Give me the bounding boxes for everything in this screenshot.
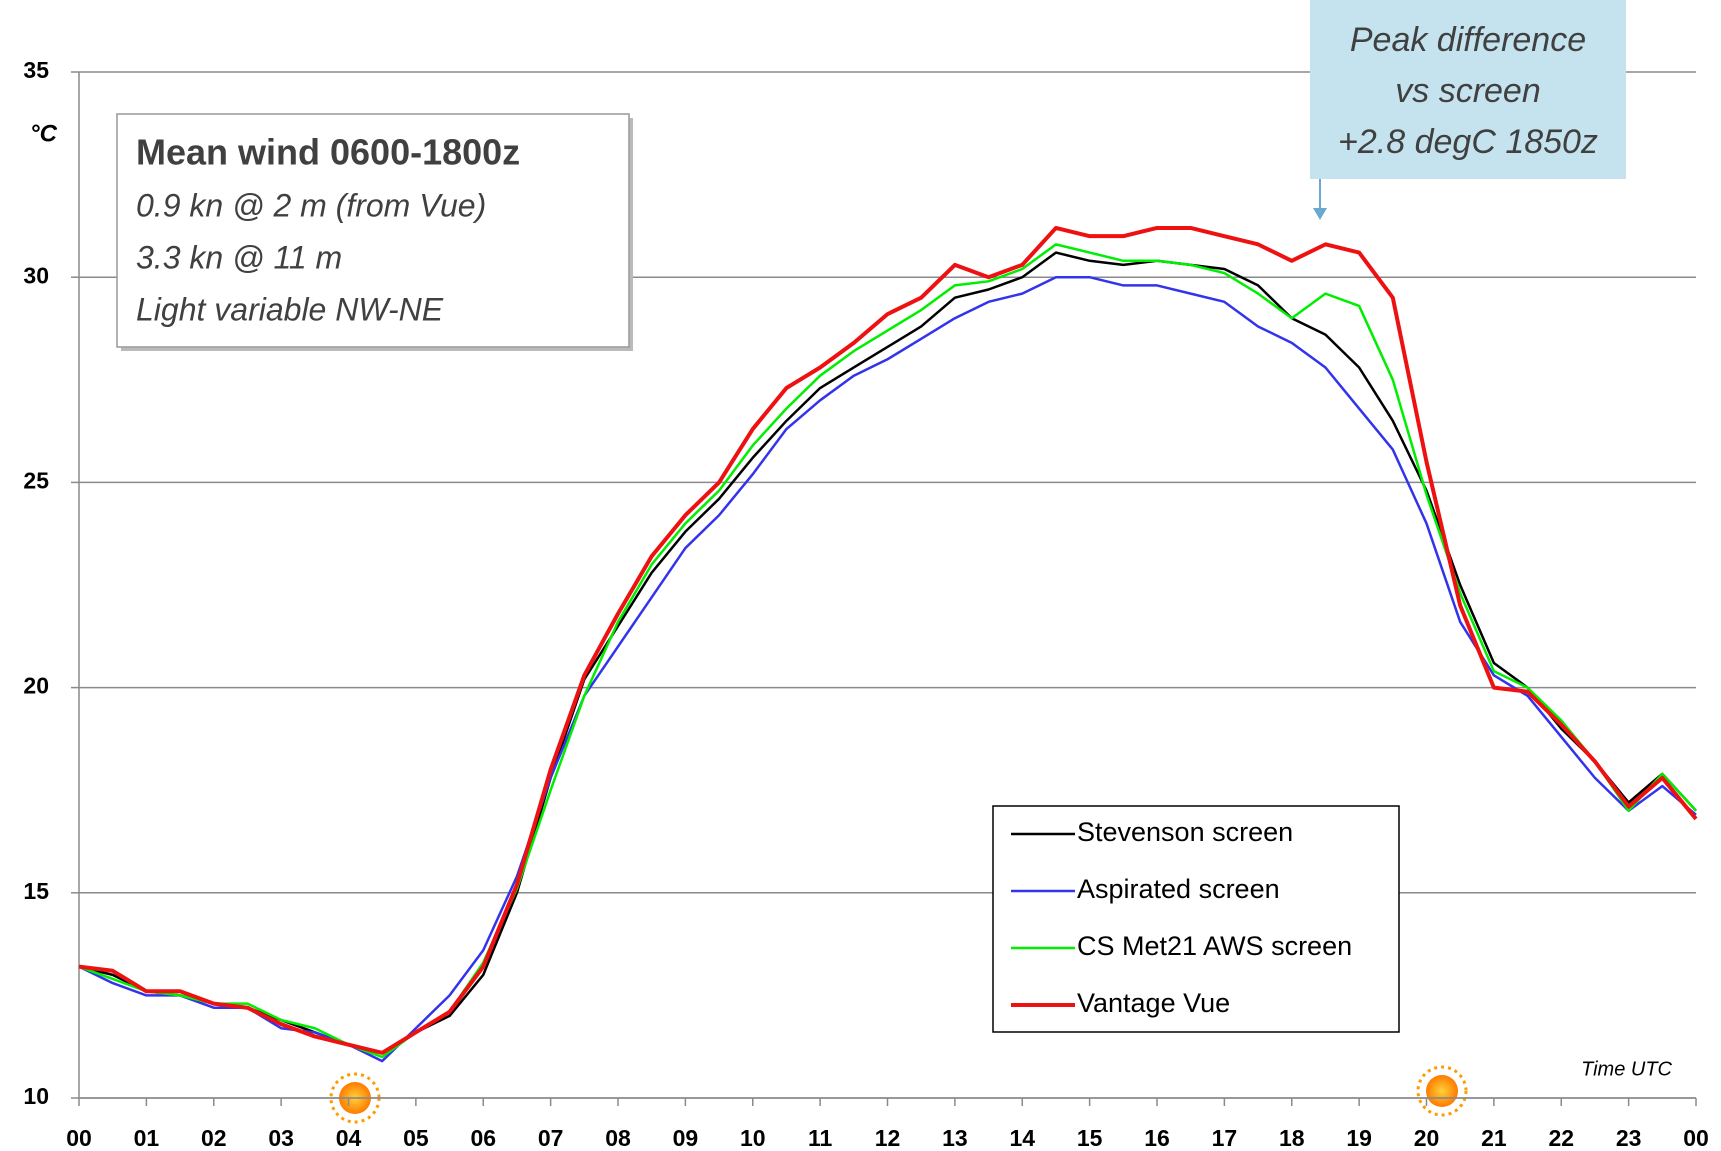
x-tick-label: 12 <box>875 1125 901 1151</box>
x-tick-label: 02 <box>201 1125 227 1151</box>
callout-box <box>1310 0 1626 179</box>
x-tick-label: 07 <box>538 1125 564 1151</box>
y-tick-label: 15 <box>23 878 49 904</box>
x-tick-label: 01 <box>134 1125 160 1151</box>
x-tick-label: 18 <box>1279 1125 1305 1151</box>
x-tick-label: 15 <box>1077 1125 1103 1151</box>
y-tick-label: 10 <box>23 1083 49 1109</box>
series-line <box>78 251 1697 1055</box>
series-line <box>78 225 1698 1055</box>
x-tick-label: 11 <box>808 1125 833 1151</box>
y-tick-label: 25 <box>23 467 49 493</box>
series-line <box>78 243 1697 1059</box>
info-title: Mean wind 0600-1800z <box>136 132 520 173</box>
x-tick-label: 20 <box>1414 1125 1440 1151</box>
info-line: 3.3 kn @ 11 m <box>136 239 342 275</box>
x-tick-label: 03 <box>268 1125 294 1151</box>
y-axis-label: °C <box>30 120 58 147</box>
x-tick-label: 09 <box>673 1125 699 1151</box>
x-tick-label: 10 <box>740 1125 766 1151</box>
series-line <box>78 275 1697 1063</box>
x-tick-label: 06 <box>470 1125 496 1151</box>
x-tick-label: 00 <box>66 1125 92 1151</box>
y-tick-label: 35 <box>23 57 49 83</box>
legend-label: Stevenson screen <box>1077 817 1293 847</box>
x-tick-label: 13 <box>942 1125 968 1151</box>
callout-line: +2.8 degC 1850z <box>1338 123 1598 161</box>
x-tick-label: 23 <box>1616 1125 1642 1151</box>
legend-label: Vantage Vue <box>1077 988 1230 1018</box>
legend-label: Aspirated screen <box>1077 874 1280 904</box>
x-tick-label: 22 <box>1548 1125 1574 1151</box>
y-tick-label: 30 <box>23 262 49 288</box>
x-axis-label: Time UTC <box>1581 1058 1672 1080</box>
sun-icon <box>1416 1065 1468 1117</box>
callout-arrowhead <box>1313 208 1327 220</box>
x-tick-label: 14 <box>1009 1125 1035 1151</box>
x-tick-label: 17 <box>1212 1125 1238 1151</box>
legend-label: CS Met21 AWS screen <box>1077 931 1352 961</box>
info-line: Light variable NW-NE <box>136 291 444 327</box>
y-tick-label: 20 <box>23 673 49 699</box>
x-tick-label: 05 <box>403 1125 429 1151</box>
x-tick-label: 08 <box>605 1125 631 1151</box>
info-line: 0.9 kn @ 2 m (from Vue) <box>136 187 486 223</box>
legend-box <box>992 805 1400 1033</box>
x-tick-label: 04 <box>336 1125 362 1151</box>
x-tick-label: 00 <box>1683 1125 1709 1151</box>
callout-line: Peak difference <box>1350 21 1586 59</box>
x-tick-label: 16 <box>1144 1125 1170 1151</box>
x-tick-label: 21 <box>1481 1125 1507 1151</box>
x-tick-label: 19 <box>1346 1125 1372 1151</box>
info-box <box>116 113 630 348</box>
callout-line: vs screen <box>1395 72 1541 110</box>
